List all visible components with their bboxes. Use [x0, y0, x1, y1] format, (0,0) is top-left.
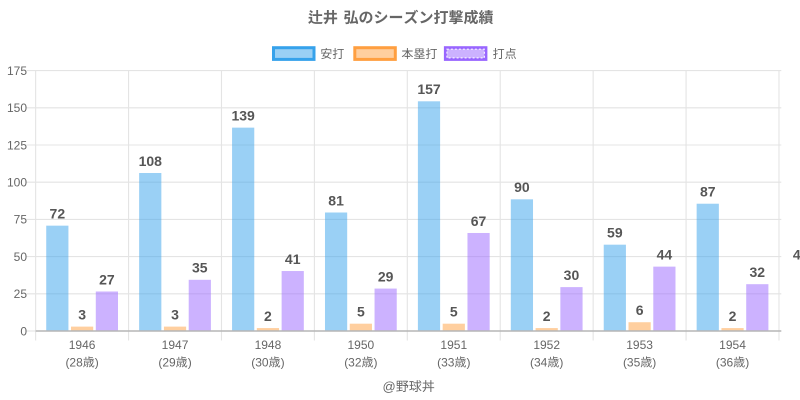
svg-text:): ): [188, 355, 192, 369]
svg-text:27: 27: [99, 271, 115, 287]
svg-text:81: 81: [328, 192, 344, 208]
svg-text:25: 25: [14, 287, 28, 301]
svg-text:67: 67: [471, 213, 487, 229]
svg-text:): ): [559, 355, 563, 369]
svg-text:3: 3: [78, 306, 86, 322]
svg-text:(36: (36: [716, 355, 734, 369]
svg-text:@: @: [383, 379, 396, 394]
svg-text:29: 29: [378, 268, 394, 284]
svg-text:1952: 1952: [533, 338, 560, 352]
svg-text:44: 44: [793, 246, 800, 262]
svg-text:5: 5: [450, 303, 458, 319]
svg-text:50: 50: [14, 250, 28, 264]
svg-text:72: 72: [50, 205, 66, 221]
svg-text:): ): [95, 355, 99, 369]
svg-text:0: 0: [20, 324, 27, 338]
svg-text:41: 41: [285, 251, 301, 267]
svg-text:30: 30: [564, 267, 580, 283]
svg-text:): ): [745, 355, 749, 369]
svg-text:1951: 1951: [440, 338, 467, 352]
svg-text:100: 100: [7, 176, 27, 190]
svg-text:2: 2: [543, 308, 551, 324]
svg-text:(28: (28: [65, 355, 83, 369]
svg-text:2: 2: [264, 308, 272, 324]
svg-text:59: 59: [607, 224, 623, 240]
svg-text:): ): [374, 355, 378, 369]
svg-text:): ): [281, 355, 285, 369]
svg-text:44: 44: [657, 246, 673, 262]
svg-text:1946: 1946: [69, 338, 96, 352]
svg-text:(34: (34: [530, 355, 548, 369]
svg-text:(30: (30: [251, 355, 269, 369]
svg-text:108: 108: [139, 153, 163, 169]
svg-text:150: 150: [7, 101, 27, 115]
svg-text:90: 90: [514, 179, 530, 195]
svg-text:): ): [652, 355, 656, 369]
svg-text:32: 32: [750, 264, 766, 280]
svg-text:125: 125: [7, 138, 27, 152]
svg-text:1954: 1954: [719, 338, 746, 352]
svg-text:175: 175: [7, 64, 27, 78]
svg-text:(29: (29: [158, 355, 176, 369]
svg-text:3: 3: [171, 306, 179, 322]
svg-text:139: 139: [231, 107, 255, 123]
svg-text:(33: (33: [437, 355, 455, 369]
svg-text:157: 157: [417, 81, 441, 97]
svg-text:(35: (35: [623, 355, 641, 369]
svg-text:): ): [466, 355, 470, 369]
svg-text:87: 87: [700, 184, 716, 200]
svg-text:75: 75: [14, 213, 28, 227]
svg-text:2: 2: [729, 308, 737, 324]
svg-text:1950: 1950: [348, 338, 375, 352]
svg-text:1948: 1948: [255, 338, 282, 352]
svg-text:1947: 1947: [162, 338, 189, 352]
svg-text:(32: (32: [344, 355, 362, 369]
svg-text:5: 5: [357, 303, 365, 319]
svg-text:35: 35: [192, 260, 208, 276]
svg-text:1953: 1953: [626, 338, 653, 352]
svg-text:6: 6: [636, 302, 644, 318]
